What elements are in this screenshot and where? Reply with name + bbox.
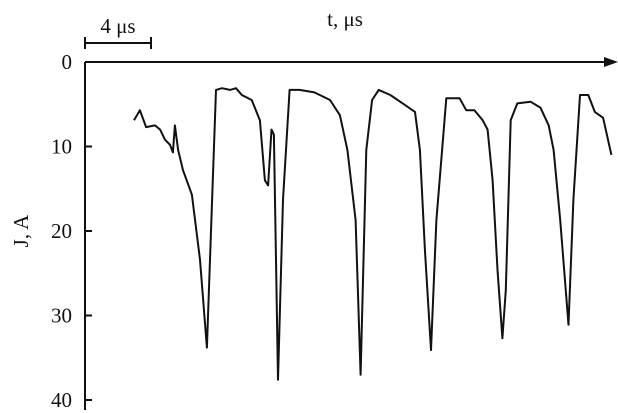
y-axis-label: J, A bbox=[9, 214, 33, 248]
x-axis-arrow bbox=[604, 57, 618, 67]
x-axis-label: t, μs bbox=[327, 7, 363, 31]
y-tick-label: 20 bbox=[51, 219, 72, 243]
y-tick-label: 0 bbox=[62, 50, 73, 74]
y-tick-label: 10 bbox=[51, 135, 72, 159]
y-tick-label: 30 bbox=[51, 304, 72, 328]
y-tick-label: 40 bbox=[51, 388, 72, 412]
scale-bar-label: 4 μs bbox=[100, 14, 135, 38]
data-line bbox=[133, 87, 613, 381]
